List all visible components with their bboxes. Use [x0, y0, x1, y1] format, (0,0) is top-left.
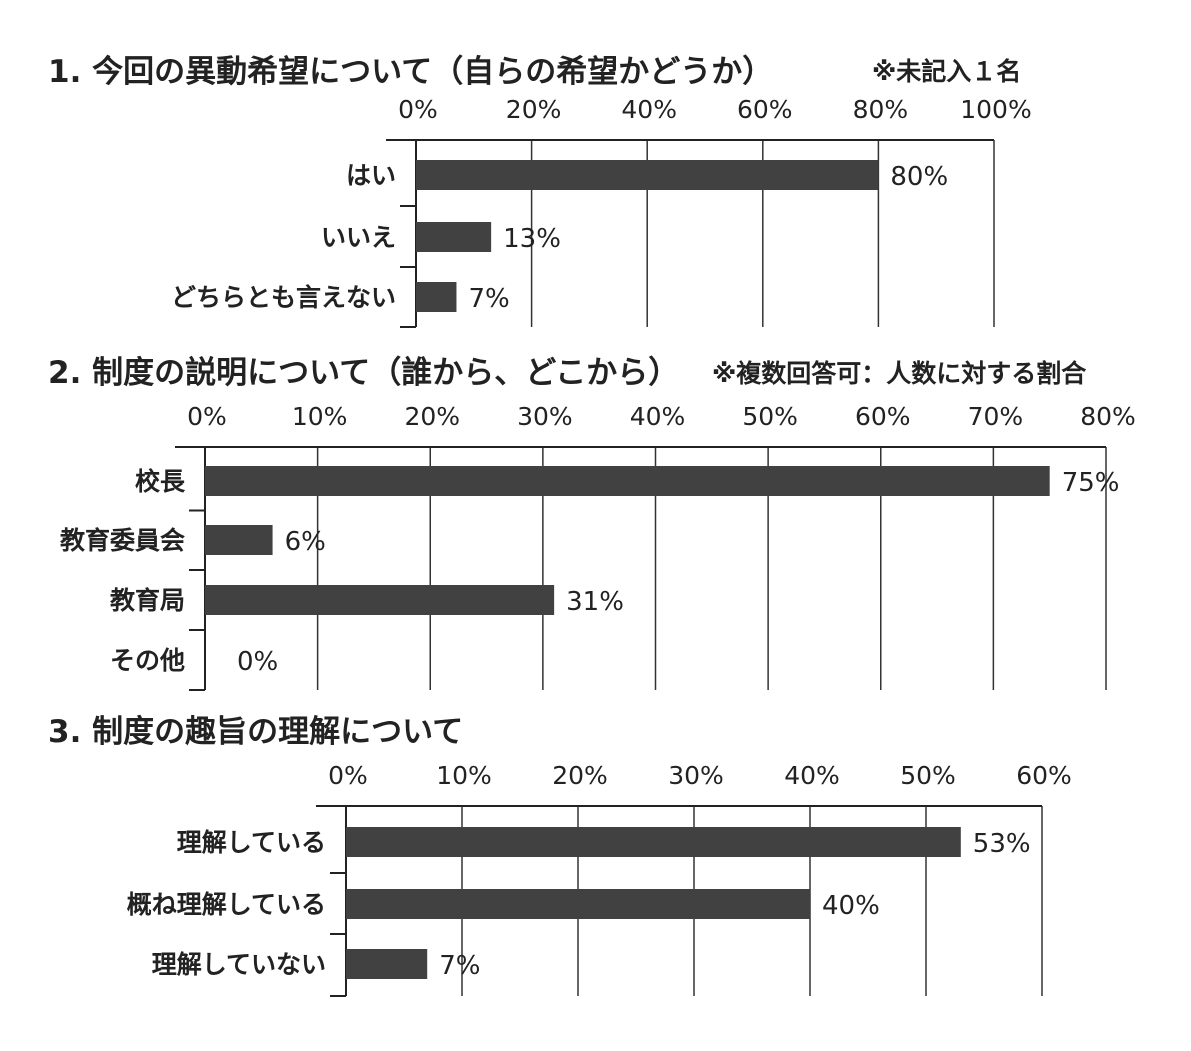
- chart-2-value-label: 6%: [285, 527, 326, 557]
- chart-1-bar: [416, 160, 879, 190]
- chart-3-tick-label: 20%: [552, 761, 608, 790]
- chart-3-tick-label: 60%: [1016, 761, 1072, 790]
- chart-1-tick-label: 0%: [398, 95, 438, 124]
- chart-2-category-label: その他: [110, 646, 185, 675]
- chart-3-tick-label: 0%: [328, 761, 368, 790]
- chart-2-tick-label: 10%: [292, 402, 348, 431]
- chart-2-tick-label: 60%: [855, 402, 911, 431]
- chart-2-category-label: 教育局: [110, 586, 185, 615]
- chart-1-tick-label: 100%: [960, 95, 1031, 124]
- chart-1-category-label: いいえ: [321, 223, 396, 252]
- chart-1-tick-label: 60%: [737, 95, 793, 124]
- chart-3-bar: [346, 889, 810, 919]
- chart-1-bar: [416, 282, 457, 312]
- chart-1-tick-label: 20%: [506, 95, 562, 124]
- chart-1: 1. 今回の異動希望について（自らの希望かどうか） ※未記入１名 0% 20% 40…: [48, 54, 1032, 328]
- chart-1-note: ※未記入１名: [872, 57, 1021, 86]
- chart-2-tick-label: 50%: [742, 402, 798, 431]
- chart-1-category-label: どちらとも言えない: [171, 283, 396, 312]
- chart-1-value-label: 13%: [503, 224, 561, 254]
- chart-3-value-label: 7%: [439, 951, 480, 981]
- chart-2-category-label: 校長: [135, 467, 186, 496]
- chart-1-category-label: はい: [346, 161, 396, 190]
- chart-3-tick-label: 40%: [784, 761, 840, 790]
- chart-2-bar: [205, 525, 273, 555]
- chart-2-tick-label: 20%: [404, 402, 460, 431]
- chart-3-category-label: 理解していない: [152, 950, 326, 979]
- chart-2-value-label: 0%: [237, 647, 278, 677]
- chart-2-tick-label: 40%: [630, 402, 686, 431]
- chart-3-title: 3. 制度の趣旨の理解について: [48, 714, 463, 750]
- chart-1-tick-label: 40%: [621, 95, 677, 124]
- chart-2-tick-label: 30%: [517, 402, 573, 431]
- chart-2-bar: [205, 466, 1050, 496]
- chart-1-title: 1. 今回の異動希望について（自らの希望かどうか）: [48, 54, 773, 90]
- chart-2: 2. 制度の説明について（誰から、どこから） ※複数回答可：人数に対する割合 0…: [48, 355, 1136, 691]
- chart-2-title: 2. 制度の説明について（誰から、どこから）: [48, 355, 679, 391]
- chart-1-bar: [416, 222, 492, 252]
- chart-1-value-label: 80%: [890, 162, 948, 192]
- chart-3-tick-label: 10%: [436, 761, 492, 790]
- chart-2-value-label: 75%: [1062, 468, 1120, 498]
- chart-3-tick-label: 50%: [900, 761, 956, 790]
- chart-2-category-label: 教育委員会: [60, 526, 185, 555]
- chart-3-tick-label: 30%: [668, 761, 724, 790]
- chart-3-category-label: 概ね理解している: [127, 890, 326, 919]
- chart-2-tick-label: 80%: [1080, 402, 1136, 431]
- chart-3-value-label: 40%: [822, 891, 880, 921]
- chart-3-category-label: 理解している: [177, 828, 326, 857]
- chart-2-tick-label: 0%: [187, 402, 227, 431]
- chart-1-tick-label: 80%: [853, 95, 909, 124]
- chart-2-tick-label: 70%: [968, 402, 1024, 431]
- chart-1-value-label: 7%: [468, 284, 509, 314]
- chart-3-bar: [346, 949, 428, 979]
- chart-2-value-label: 31%: [566, 587, 624, 617]
- chart-3-bar: [346, 827, 961, 857]
- chart-3: 3. 制度の趣旨の理解について 0% 10% 20% 30% 40% 50% 60% 理解して…: [48, 714, 1072, 997]
- chart-2-note: ※複数回答可：人数に対する割合: [712, 359, 1087, 388]
- chart-2-bar: [205, 585, 555, 615]
- chart-3-value-label: 53%: [973, 829, 1031, 859]
